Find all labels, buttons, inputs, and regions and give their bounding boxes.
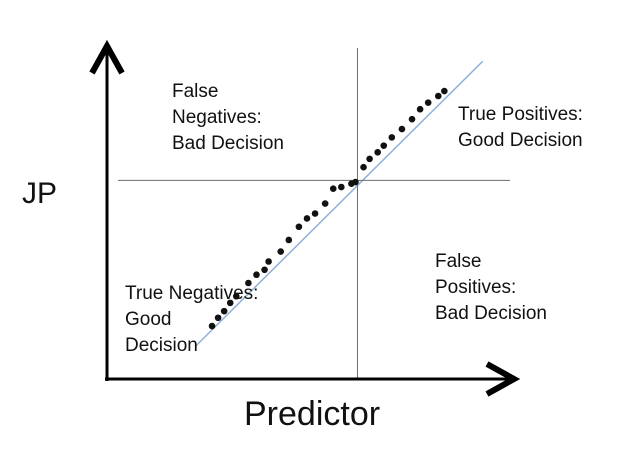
- data-point: [303, 215, 311, 222]
- data-point: [416, 105, 424, 113]
- data-point: [366, 155, 373, 163]
- true-positives-label: True Positives: Good Decision: [458, 102, 583, 154]
- data-point: [360, 163, 367, 171]
- x-axis-label: Predictor: [244, 395, 381, 433]
- data-point: [329, 185, 337, 192]
- false-negatives-line: Negatives:: [172, 107, 262, 128]
- data-points: [208, 87, 448, 330]
- data-point: [321, 200, 329, 207]
- true-negatives-line: Decision: [125, 335, 198, 356]
- data-point: [295, 223, 303, 231]
- data-point: [388, 134, 396, 141]
- true-negatives-line: Good: [125, 309, 172, 330]
- true-negatives-line: True Negatives:: [125, 283, 259, 304]
- data-point: [285, 236, 293, 244]
- false-positives-line: False: [435, 251, 482, 272]
- data-point: [408, 115, 416, 123]
- data-point: [277, 248, 285, 255]
- data-point: [441, 87, 448, 95]
- false-negatives-line: False: [172, 81, 219, 102]
- data-point: [226, 299, 234, 307]
- data-point: [398, 125, 406, 133]
- data-point: [311, 210, 319, 217]
- false-negatives-label: False Negatives: Bad Decision: [172, 79, 284, 157]
- data-point: [261, 266, 268, 274]
- data-point: [424, 99, 432, 106]
- data-point: [338, 183, 345, 191]
- false-positives-line: Positives:: [435, 277, 517, 298]
- true-negatives-label: True Negatives: Good Decision: [125, 281, 258, 359]
- regression-line: [195, 60, 484, 347]
- data-point: [220, 307, 228, 315]
- true-positives-line: True Positives:: [458, 104, 583, 125]
- data-point: [434, 92, 442, 100]
- y-axis-label: JP: [22, 177, 58, 210]
- false-negatives-line: Bad Decision: [172, 133, 284, 154]
- data-point: [245, 279, 252, 287]
- false-positives-label: False Positives: Bad Decision: [435, 249, 547, 327]
- data-point: [352, 178, 359, 186]
- data-point: [214, 314, 222, 322]
- data-point: [374, 148, 381, 156]
- data-point: [253, 271, 260, 279]
- data-point: [208, 322, 216, 330]
- data-point: [380, 142, 388, 149]
- true-positives-line: Good Decision: [458, 130, 583, 151]
- data-point: [265, 258, 272, 265]
- false-positives-line: Bad Decision: [435, 303, 547, 324]
- data-point: [232, 292, 240, 300]
